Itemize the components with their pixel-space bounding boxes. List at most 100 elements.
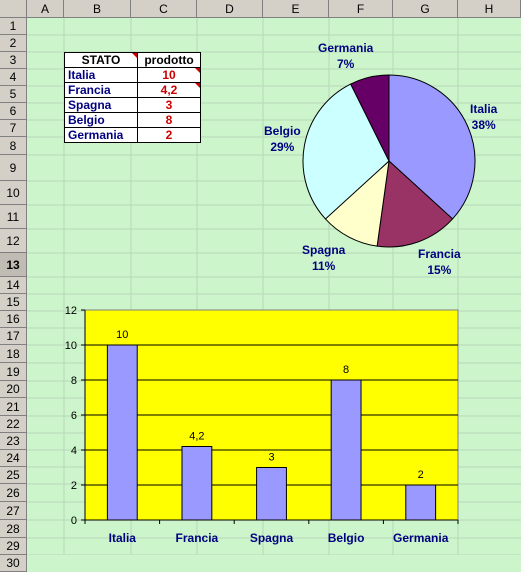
pie-slice-francia[interactable] [376,159,454,248]
pie-label-name: Spagna [302,243,346,257]
cell-prodotto[interactable]: 2 [137,127,201,143]
select-all-corner[interactable] [0,0,27,18]
x-category-label: Belgio [328,531,365,545]
bar-spagna[interactable] [256,467,287,521]
cell-prodotto-text: 10 [162,68,176,82]
bar-belgio[interactable] [330,379,362,521]
row-header-9[interactable]: 9 [0,155,27,181]
cell-stato[interactable]: Italia [64,67,138,83]
bar-data-label: 2 [418,469,424,481]
header-stato-text: STATO [81,53,121,67]
cell-prodotto[interactable]: 10 [137,67,201,83]
column-header-g[interactable]: G [393,0,458,18]
column-header-c[interactable]: C [131,0,197,18]
cell-stato[interactable]: Germania [64,127,138,143]
pie-label-percent: 11% [311,259,336,273]
x-category-label: Italia [109,531,137,545]
pie-label-belgio: Belgio 29% [264,123,301,155]
pie-label-percent: 38% [471,118,496,132]
row-header-1[interactable]: 1 [0,18,27,35]
cell-stato[interactable]: Spagna [64,97,138,113]
column-header-e[interactable]: E [263,0,329,18]
row-header-12[interactable]: 12 [0,229,27,253]
row-header-18[interactable]: 18 [0,345,27,363]
cell-prodotto[interactable]: 8 [137,112,201,128]
row-header-4[interactable]: 4 [0,69,27,86]
cell-stato[interactable]: Francia [64,82,138,98]
row-header-28[interactable]: 28 [0,520,27,538]
row-header-5[interactable]: 5 [0,86,27,103]
row-header-3[interactable]: 3 [0,52,27,69]
bar-chart[interactable]: 0 2 4 6 8 10 12 10 Italia 4,2 Francia 3 Spagna 8 Belgi… [50,300,470,552]
row-header-26[interactable]: 26 [0,484,27,502]
column-header-b[interactable]: B [64,0,131,18]
row-header-24[interactable]: 24 [0,450,27,467]
column-header-d[interactable]: D [197,0,263,18]
bar-germania[interactable] [405,484,437,521]
header-prodotto[interactable]: prodotto [137,52,201,68]
x-category-label: Francia [176,531,219,545]
row-header-22[interactable]: 22 [0,416,27,433]
column-header-a[interactable]: A [27,0,64,18]
header-stato[interactable]: STATO [64,52,138,68]
x-category-label: Spagna [250,531,294,545]
pie-label-name: Belgio [264,124,301,138]
bar-francia[interactable] [181,446,213,521]
bar-data-label: 3 [268,452,274,464]
y-tick-label: 0 [71,515,77,527]
row-header-8[interactable]: 8 [0,137,27,155]
row-header-10[interactable]: 10 [0,181,27,205]
row-header-20[interactable]: 20 [0,381,27,398]
bar-italia[interactable] [106,344,138,521]
pie-label-germania: Germania 7% [318,40,373,72]
pie-chart[interactable] [300,60,490,260]
row-header-11[interactable]: 11 [0,205,27,229]
row-header-6[interactable]: 6 [0,103,27,120]
cell-prodotto[interactable]: 4,2 [137,82,201,98]
row-header-17[interactable]: 17 [0,328,27,345]
row-header-25[interactable]: 25 [0,467,27,484]
pie-label-italia: Italia 38% [470,101,497,133]
row-header-23[interactable]: 23 [0,433,27,450]
row-header-19[interactable]: 19 [0,363,27,381]
row-header-7[interactable]: 7 [0,120,27,137]
row-header-16[interactable]: 16 [0,311,27,328]
bar-data-label: 10 [116,329,128,341]
cell-prodotto[interactable]: 3 [137,97,201,113]
y-tick-label: 2 [71,480,77,492]
pie-slice-germania[interactable] [349,74,390,162]
comment-indicator-icon [195,68,200,73]
bar-data-label: 8 [343,364,349,376]
row-header-15[interactable]: 15 [0,294,27,311]
pie-label-spagna: Spagna 11% [302,242,345,274]
row-header-21[interactable]: 21 [0,398,27,416]
bar-data-label: 4,2 [189,431,204,443]
y-tick-label: 12 [65,305,77,317]
y-tick-label: 10 [65,340,77,352]
row-header-27[interactable]: 27 [0,502,27,520]
comment-indicator-icon [195,83,200,88]
column-header-f[interactable]: F [329,0,393,18]
comment-indicator-icon [132,53,137,58]
row-header-30[interactable]: 30 [0,555,27,572]
pie-label-percent: 29% [270,140,295,154]
row-header-2[interactable]: 2 [0,35,27,52]
y-tick-label: 8 [71,375,77,387]
pie-label-name: Francia [418,247,461,261]
y-tick-label: 4 [71,445,77,457]
x-category-label: Germania [393,531,449,545]
cell-stato[interactable]: Belgio [64,112,138,128]
pie-slice-belgio[interactable] [302,83,390,220]
data-table: STATO prodotto Italia 10 Francia 4,2 Spa… [64,52,201,143]
row-header-13[interactable]: 13 [0,253,27,277]
pie-label-francia: Francia 15% [418,246,461,278]
pie-label-percent: 15% [427,263,452,277]
pie-slice-italia[interactable] [388,74,476,220]
pie-label-percent: 7% [337,57,355,71]
pie-label-name: Germania [318,41,374,55]
row-header-14[interactable]: 14 [0,277,27,294]
column-header-h[interactable]: H [458,0,521,18]
row-header-29[interactable]: 29 [0,538,27,555]
pie-label-name: Italia [470,102,498,116]
cell-prodotto-text: 4,2 [160,83,178,97]
